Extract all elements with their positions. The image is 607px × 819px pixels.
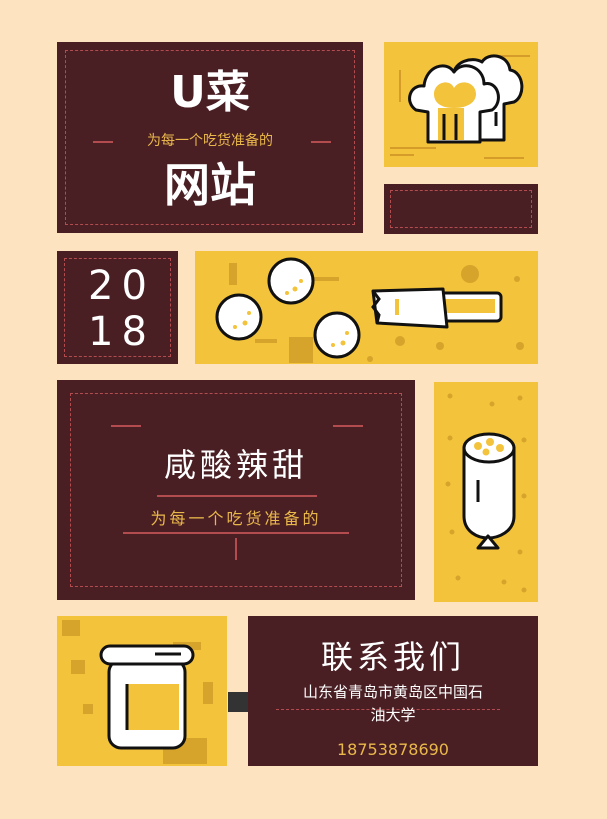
- small-panel-dashed-frame: [390, 190, 532, 228]
- year-panel-dashed-frame: [64, 258, 171, 357]
- flavor-panel-dashed-frame: [70, 393, 402, 587]
- chef-hat-icon: [390, 54, 530, 159]
- year-panel: 20 18: [57, 251, 178, 364]
- meatballs-icon: [215, 257, 524, 363]
- contact-address-line1: 山东省青岛市黄岛区中国石: [302, 683, 483, 701]
- flavor-center-tick: [235, 538, 237, 560]
- brand-panel-dashed-frame: [65, 50, 355, 225]
- brand-tagline-right-rule: [311, 141, 331, 143]
- small-dashed-panel: [384, 184, 538, 234]
- brand-title: U菜: [170, 67, 250, 118]
- contact-panel: 联系我们 山东省青岛市黄岛区中国石 油大学 18753878690: [248, 616, 538, 766]
- flavor-title-underline: [157, 495, 317, 497]
- flavor-title: 咸酸辣甜: [163, 446, 308, 484]
- contact-address-dashed-rule: [276, 709, 500, 710]
- year-top: 20: [88, 263, 155, 309]
- sausage-panel: [434, 382, 538, 602]
- year-bottom: 18: [88, 309, 155, 355]
- jar-icon: [62, 620, 213, 764]
- sausage-icon: [445, 393, 527, 593]
- flavor-panel: 咸酸辣甜 为每一个吃货准备的: [57, 380, 415, 600]
- flavor-tagline-underline: [123, 532, 349, 534]
- contact-address-line2: 油大学: [370, 706, 416, 724]
- meatballs-panel: [195, 251, 538, 364]
- brand-tagline: 为每一个吃货准备的: [147, 133, 273, 149]
- connector-square: [228, 692, 248, 712]
- contact-title: 联系我们: [320, 638, 465, 676]
- brand-tagline-left-rule: [93, 141, 113, 143]
- jar-panel: [57, 616, 227, 766]
- brand-subtitle: 网站: [164, 158, 256, 212]
- brand-panel: U菜 为每一个吃货准备的 网站: [57, 42, 363, 233]
- contact-phone[interactable]: 18753878690: [337, 740, 449, 759]
- chef-hat-panel: [384, 42, 538, 167]
- flavor-tagline: 为每一个吃货准备的: [150, 509, 322, 528]
- flavor-top-left-rule: [111, 425, 141, 427]
- flavor-top-right-rule: [333, 425, 363, 427]
